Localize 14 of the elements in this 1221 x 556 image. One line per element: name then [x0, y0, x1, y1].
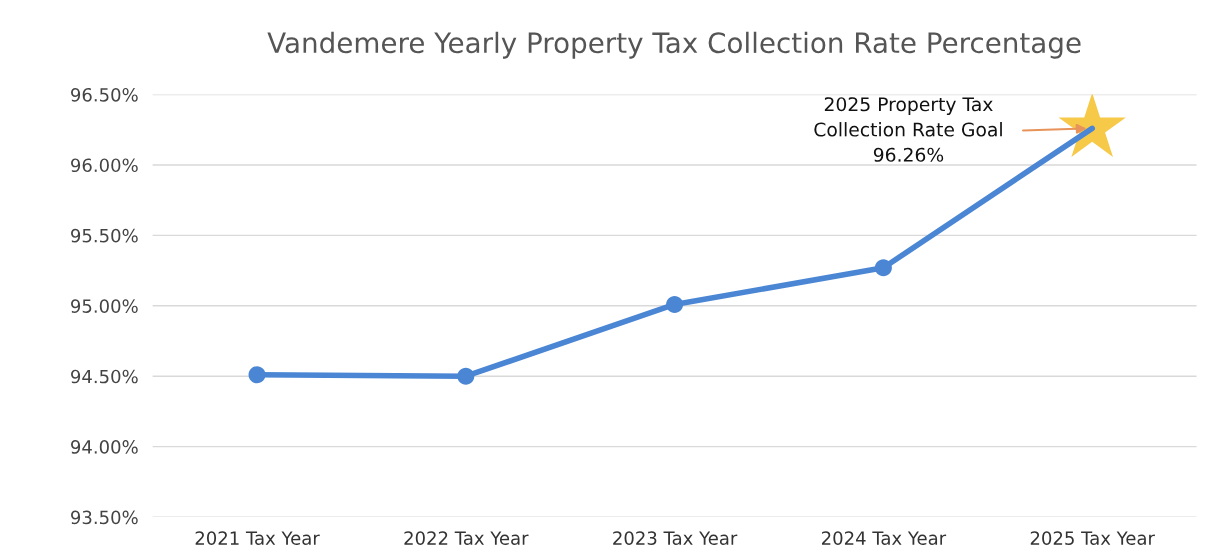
y-tick-label: 95.00% — [71, 299, 138, 313]
y-tick-label: 94.00% — [71, 440, 138, 454]
x-tick-label: 2022 Tax Year — [404, 531, 529, 545]
y-tick-label: 96.00% — [71, 158, 138, 173]
x-tick-label: 2023 Tax Year — [613, 531, 738, 545]
annotation: 2025 Property Tax Collection Rate Goal 96.26% — [814, 97, 1002, 162]
y-tick-label: 93.50% — [71, 510, 138, 525]
x-tick-label: 2021 Tax Year — [195, 531, 320, 545]
x-tick-label: 2025 Tax Year — [1030, 531, 1155, 545]
chart-title: Vandemere Yearly Property Tax Collection Rate Percentage — [267, 31, 1081, 59]
y-tick-label: 96.50% — [71, 87, 138, 102]
y-tick-label: 95.50% — [71, 228, 138, 243]
x-tick-label: 2024 Tax Year — [821, 531, 947, 545]
y-tick-label: 94.50% — [71, 369, 138, 384]
